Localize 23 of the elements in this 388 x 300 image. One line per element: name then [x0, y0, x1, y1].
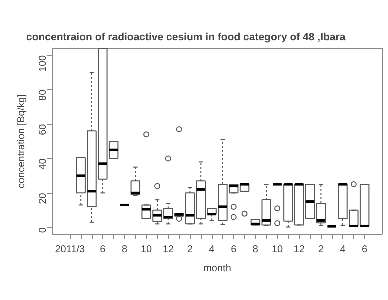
x-tick-label: 10 — [272, 244, 284, 256]
x-tick-label: 12 — [162, 244, 174, 256]
x-tick-label: 2011/3 — [55, 244, 86, 256]
x-tick-label: 8 — [252, 244, 259, 256]
x-tick-label: 8 — [122, 244, 128, 256]
x-tick-label: 6 — [100, 244, 106, 256]
x-tick-label: 6 — [362, 244, 368, 256]
chart-title: concentraion of radioactive cesium in food category of 48 ,Ibara — [26, 32, 346, 44]
y-axis-title: concentration [Bq/kg] — [16, 94, 28, 188]
y-tick-label: 100 — [38, 54, 49, 72]
x-tick-label: 10 — [141, 244, 153, 256]
x-axis-title: month — [204, 264, 232, 274]
y-tick-label: 20 — [38, 192, 49, 204]
y-tick-label: 80 — [38, 89, 49, 101]
x-tick-label: 2 — [318, 244, 324, 256]
y-tick-label: 40 — [38, 158, 49, 170]
y-tick-label: 0 — [38, 227, 49, 234]
x-tick-label: 4 — [209, 244, 216, 256]
x-tick-label: 4 — [340, 244, 346, 256]
x-tick-label: 12 — [294, 244, 306, 256]
y-tick-label: 60 — [38, 124, 49, 136]
x-tick-label: 2 — [187, 244, 194, 256]
x-tick-label: 6 — [231, 244, 238, 256]
